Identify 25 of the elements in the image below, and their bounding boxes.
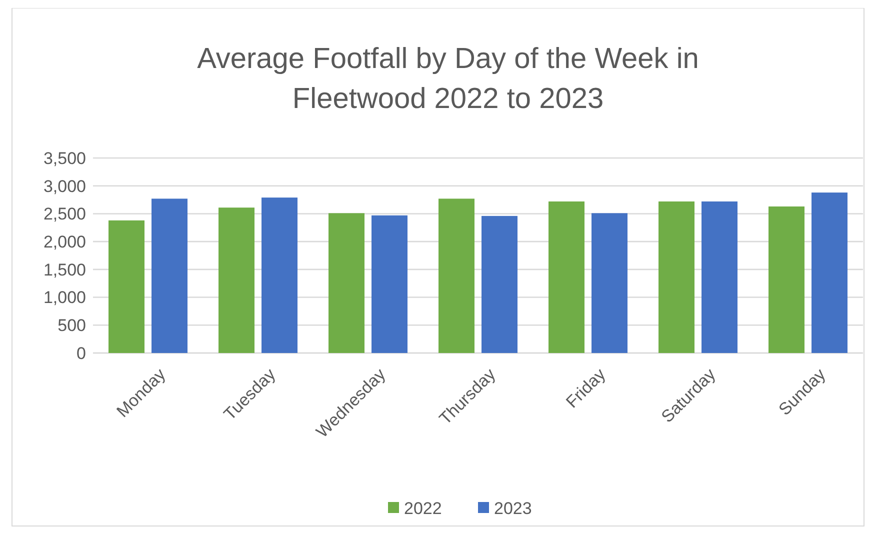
chart-title: Average Footfall by Day of the Week in Fleetwood 2022 to 2023	[197, 43, 699, 115]
legend-label: 2023	[494, 498, 532, 518]
y-tick-label: 1,500	[43, 260, 86, 280]
bar	[438, 198, 474, 353]
bar	[218, 208, 254, 353]
y-tick-label: 3,000	[43, 176, 86, 196]
bar	[328, 213, 364, 353]
y-tick-label: 500	[58, 316, 86, 336]
bar	[482, 216, 518, 353]
bar	[108, 220, 144, 353]
y-tick-label: 2,000	[43, 232, 86, 252]
bar	[372, 215, 408, 353]
bar	[548, 201, 584, 353]
bar	[262, 198, 298, 353]
y-tick-label: 3,500	[43, 148, 86, 168]
bar	[812, 192, 848, 353]
legend-label: 2022	[404, 498, 442, 518]
bar	[592, 213, 628, 353]
y-tick-label: 0	[76, 344, 86, 363]
bar	[658, 201, 694, 353]
y-tick-label: 1,000	[43, 288, 86, 308]
bar	[702, 201, 738, 353]
bar	[768, 206, 804, 353]
y-tick-label: 2,500	[43, 204, 86, 224]
bar	[152, 198, 188, 353]
